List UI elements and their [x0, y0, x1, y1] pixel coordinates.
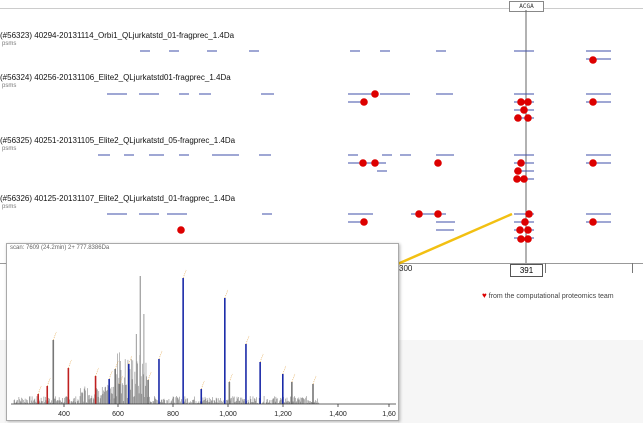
credit-label: from the computational proteomics team [488, 293, 614, 300]
spectrum-ticks: 400 600 800 1,000 1,200 1,400 1,60 [58, 404, 396, 418]
psm-dot [521, 218, 529, 226]
track-subtitle-4: psms [2, 204, 17, 210]
psm-dot [524, 98, 532, 106]
spectrum-tick-label: 1,200 [274, 411, 292, 418]
peak-label-leader [128, 355, 133, 365]
psm-dot [525, 210, 533, 218]
spectrum-panel[interactable]: scan: 7609 (24.2min) 2+ 777.8386Da 400 60… [6, 243, 399, 421]
axis-tick-label-300: 300 [399, 264, 413, 273]
psm-dot [524, 235, 532, 243]
peak-label-leader [200, 380, 205, 390]
spectrum-tick-label: 1,000 [219, 411, 237, 418]
peak-label-leader [68, 359, 72, 369]
track-subtitle-3: psms [2, 146, 17, 152]
psm-dot [434, 210, 442, 218]
psm-dot [520, 106, 528, 114]
peak-label-leader [312, 375, 317, 385]
psm-dot [589, 159, 597, 167]
psm-dot [524, 114, 532, 122]
track-title-3[interactable]: (#56325) 40251-20131105_Elite2_QLjurkats… [0, 136, 236, 145]
peak-label-leader [46, 377, 51, 387]
peak-label-leader [147, 371, 152, 381]
heart-icon: ♥ [482, 291, 487, 300]
peak-label-leader [259, 353, 264, 363]
psm-dot [589, 218, 597, 226]
psm-dot [360, 218, 368, 226]
peak-label-leader [108, 370, 113, 380]
psm-dot [371, 90, 379, 98]
psm-dot [589, 98, 597, 106]
peak-label-leader [224, 289, 229, 299]
psm-dot [514, 167, 522, 175]
spectrum-peaks [13, 276, 320, 404]
footer-band-left [0, 340, 6, 423]
peak-label-leader [282, 365, 287, 375]
track-subtitle-1: psms [2, 41, 17, 47]
spectrum-tick-label: 400 [58, 411, 70, 418]
psm-dot [589, 56, 597, 64]
psm-dot [520, 175, 528, 183]
peak-label-leader [119, 375, 124, 385]
spectrum-tick-label: 1,60 [382, 411, 396, 418]
peak-label-leader [245, 335, 250, 345]
track-title-4[interactable]: (#56326) 40125-20131107_Elite2_QLjurkats… [0, 194, 236, 203]
spectrum-svg: 400 600 800 1,000 1,200 1,400 1,60 [11, 269, 396, 418]
psm-dots [177, 56, 597, 243]
psm-dot [517, 98, 525, 106]
peak-label-leader [229, 373, 233, 383]
track-subtitle-2: psms [2, 83, 17, 89]
psm-dot [517, 235, 525, 243]
psm-dot [359, 159, 367, 167]
track-area[interactable]: ACGA (#56323) 40294-20131114_Orbi1_QLjur… [0, 0, 643, 263]
peak-label-leader [114, 360, 119, 370]
spectrum-tick-label: 1,400 [329, 411, 347, 418]
psm-dot [524, 226, 532, 234]
spectrum-tick-label: 800 [167, 411, 179, 418]
ruler-top-line [0, 8, 643, 9]
axis-tick-mid [545, 263, 546, 273]
peak-label-leader [158, 350, 163, 360]
psm-dot [434, 159, 442, 167]
psm-tracks-svg [98, 10, 611, 263]
peak-label-leader [182, 269, 187, 279]
footer-band [398, 340, 643, 423]
psm-dot [516, 226, 524, 234]
spectrum-annotations [37, 269, 317, 395]
axis-tick-end [632, 263, 633, 273]
psm-segments [98, 50, 611, 239]
peak-label-leader [291, 373, 296, 383]
psm-dot [415, 210, 423, 218]
psm-dot [513, 175, 521, 183]
psm-dot [177, 226, 185, 234]
peak-label-leader [95, 367, 99, 377]
track-title-2[interactable]: (#56324) 40256-20131106_Elite2_QLjurkats… [0, 73, 231, 82]
spectrum-tick-label: 600 [112, 411, 124, 418]
credit-text: ♥ from the computational proteomics team [482, 291, 614, 300]
peak-label-leader [52, 331, 57, 341]
track-title-1[interactable]: (#56323) 40294-20131114_Orbi1_QLjurkatst… [0, 31, 235, 40]
psm-dot [360, 98, 368, 106]
peak-label-leader [37, 385, 42, 395]
psm-dot [371, 159, 379, 167]
position-box[interactable]: 391 [510, 264, 543, 277]
psm-dot [517, 159, 525, 167]
psm-dot [514, 114, 522, 122]
spectrum-title: scan: 7609 (24.2min) 2+ 777.8386Da [10, 245, 110, 251]
